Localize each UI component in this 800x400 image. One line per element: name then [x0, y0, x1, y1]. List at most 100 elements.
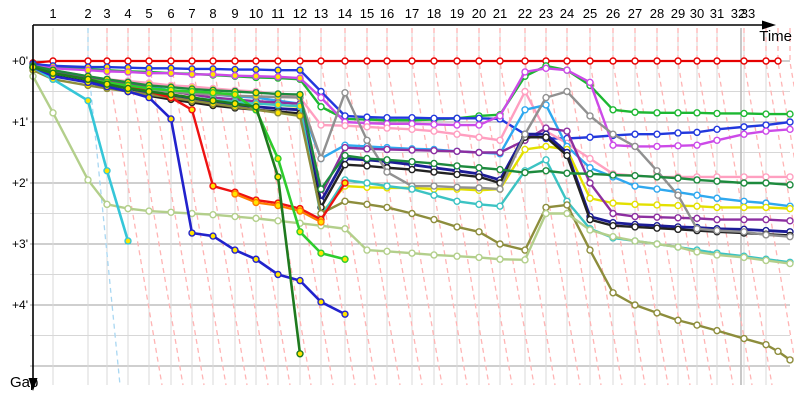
data-point-marker [341, 143, 349, 152]
data-point-marker [317, 121, 325, 129]
data-point-marker [609, 209, 617, 218]
data-point-marker [209, 57, 217, 65]
data-point-marker [762, 179, 770, 187]
data-point-marker [84, 176, 92, 184]
data-point-marker [317, 87, 325, 96]
data-point-marker [609, 289, 617, 297]
time-tick-label: 21 [493, 6, 507, 21]
time-tick-label: 4 [124, 6, 131, 21]
data-point-marker [145, 57, 153, 65]
time-tick-label: 19 [450, 6, 464, 21]
data-point-marker [586, 133, 594, 141]
data-point-marker [563, 127, 571, 135]
data-point-marker [453, 183, 461, 191]
data-point-marker [430, 120, 438, 129]
data-point-marker [84, 57, 92, 65]
data-point-marker [693, 248, 701, 256]
data-point-marker [542, 124, 550, 132]
data-point-marker [167, 208, 175, 216]
data-point-marker [762, 57, 770, 65]
data-point-marker [674, 109, 682, 117]
data-point-marker [430, 191, 438, 199]
data-point-marker [653, 130, 661, 138]
data-point-marker [674, 214, 682, 222]
time-tick-label: 9 [231, 6, 238, 21]
data-point-marker [713, 125, 721, 134]
data-point-marker [103, 200, 111, 209]
time-tick-label: 3 [103, 6, 110, 21]
data-point-marker [188, 229, 196, 237]
data-point-marker [693, 214, 701, 223]
data-point-marker [453, 223, 461, 231]
data-point-marker [475, 133, 483, 141]
data-point-marker [341, 160, 349, 169]
data-point-marker [341, 197, 349, 206]
data-point-marker [609, 199, 617, 207]
data-point-marker [383, 145, 391, 154]
data-point-marker [542, 93, 550, 102]
data-point-marker [124, 68, 132, 76]
data-point-marker [693, 321, 701, 329]
data-point-marker [563, 57, 571, 65]
data-point-marker [167, 90, 175, 99]
time-tick-label: 10 [249, 6, 263, 21]
time-tick-label: 22 [518, 6, 532, 21]
data-point-marker [521, 145, 529, 154]
data-point-marker [521, 106, 529, 114]
data-point-marker [103, 167, 111, 175]
gap-axis: +0' +1' +2' +3' +4' [12, 25, 38, 391]
time-tick-label: 32 [731, 6, 745, 21]
data-point-marker [713, 194, 721, 202]
data-point-marker [586, 194, 594, 202]
data-point-marker [586, 112, 594, 120]
data-point-marker [430, 146, 438, 155]
data-point-marker [363, 162, 371, 170]
data-point-marker [586, 246, 594, 254]
data-point-marker [740, 173, 748, 181]
data-point-marker [563, 201, 571, 209]
data-point-marker [363, 113, 371, 121]
data-point-marker [674, 142, 682, 150]
data-point-marker [231, 65, 239, 74]
data-point-marker [713, 215, 721, 224]
time-tick-label: 18 [427, 6, 441, 21]
data-point-marker [674, 201, 682, 210]
data-point-marker [693, 176, 701, 184]
data-point-marker [631, 212, 639, 221]
data-point-marker [383, 247, 391, 256]
data-point-marker [408, 157, 416, 166]
data-point-marker [430, 159, 438, 168]
series-darkgreen-dropper [29, 63, 304, 358]
data-point-marker [740, 253, 748, 262]
data-point-marker [674, 225, 682, 234]
data-point-marker [496, 136, 504, 145]
time-tick-label: 29 [671, 6, 685, 21]
data-point-marker [609, 171, 617, 179]
time-axis: 1 2 3 4 5 6 7 8 9 10 11 12 13 14 15 16 17 18 19 20 21 22 23 24 2… [33, 6, 776, 30]
time-tick-label: 28 [650, 6, 664, 21]
data-point-marker [341, 151, 349, 160]
data-point-marker [475, 121, 483, 129]
data-point-marker [252, 57, 260, 65]
data-point-marker [124, 204, 132, 213]
time-tick-label: 13 [314, 6, 328, 21]
gap-axis-label: Gap [10, 374, 39, 391]
data-point-marker [475, 148, 483, 157]
data-point-marker [586, 164, 594, 172]
data-point-marker [521, 256, 529, 264]
data-point-marker [713, 251, 721, 259]
data-point-marker [740, 334, 748, 343]
data-point-marker [496, 255, 504, 263]
data-point-marker [231, 246, 239, 254]
data-point-marker [586, 57, 594, 65]
time-tick-label: 26 [606, 6, 620, 21]
data-point-marker [521, 168, 529, 177]
data-point-marker [430, 182, 438, 190]
data-point-marker [786, 356, 794, 364]
data-point-marker [103, 57, 111, 65]
data-point-marker [274, 270, 282, 279]
data-point-marker [740, 123, 748, 131]
data-point-marker [453, 162, 461, 170]
data-point-marker [274, 73, 282, 81]
data-point-marker [563, 66, 571, 74]
